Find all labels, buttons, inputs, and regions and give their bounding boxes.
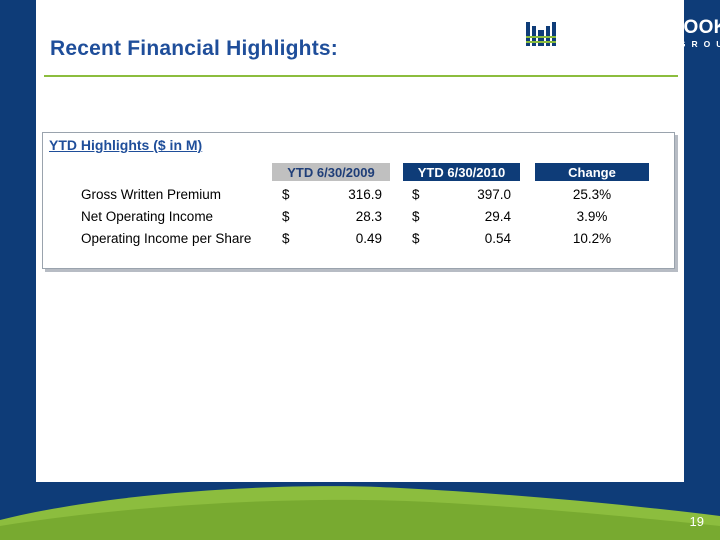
currency-symbol: $ (282, 231, 290, 246)
value-change: 3.9% (576, 209, 608, 224)
currency-symbol: $ (282, 187, 290, 202)
row-label: Net Operating Income (81, 209, 214, 224)
currency-symbol: $ (282, 209, 290, 224)
column-header-change: Change (535, 163, 649, 181)
column-header-2009: YTD 6/30/2009 (272, 163, 390, 181)
currency-symbol: $ (412, 187, 420, 202)
value-2009: 0.49 (355, 231, 382, 246)
table-row: Net Operating Income $ 28.3 $ 29.4 3.9% (43, 207, 674, 229)
logo-wordmark: MEADOWBROOK (565, 17, 720, 38)
row-label: Operating Income per Share (81, 231, 252, 246)
highlights-panel: YTD Highlights ($ in M) YTD 6/30/2009 YT… (42, 132, 675, 269)
title-divider (44, 75, 678, 77)
currency-symbol: $ (412, 231, 420, 246)
value-2010: 29.4 (484, 209, 511, 224)
panel-title: YTD Highlights ($ in M) (49, 137, 203, 153)
page-number: 19 (689, 514, 704, 529)
currency-symbol: $ (412, 209, 420, 224)
value-2010: 397.0 (477, 187, 511, 202)
page-title: Recent Financial Highlights: (50, 37, 338, 60)
column-header-2010: YTD 6/30/2010 (403, 163, 520, 181)
table-row: Gross Written Premium $ 316.9 $ 397.0 25… (43, 185, 674, 207)
logo-subtitle: INSURANCE GROUP (566, 39, 720, 49)
row-label: Gross Written Premium (81, 187, 222, 202)
value-change: 10.2% (572, 231, 612, 246)
value-2010: 0.54 (484, 231, 511, 246)
value-2009: 28.3 (355, 209, 382, 224)
slide-canvas (36, 0, 684, 540)
green-hill-footer (0, 482, 720, 540)
company-logo: MEADOWBROOK INSURANCE GROUP (520, 14, 720, 54)
logo-mark-icon (522, 18, 560, 50)
value-2009: 316.9 (348, 187, 382, 202)
table-row: Operating Income per Share $ 0.49 $ 0.54… (43, 229, 674, 251)
value-change: 25.3% (572, 187, 612, 202)
